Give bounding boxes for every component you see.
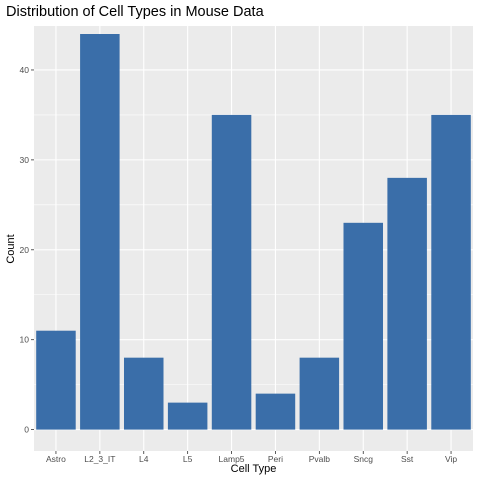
x-tick-label: Vip bbox=[445, 454, 457, 464]
y-tick-label: 40 bbox=[20, 65, 30, 75]
y-tick-label: 0 bbox=[24, 425, 29, 435]
bar-vip bbox=[431, 114, 471, 430]
bar-sst bbox=[387, 177, 427, 430]
bar-peri bbox=[255, 393, 296, 430]
x-tick-label: Sst bbox=[401, 454, 414, 464]
bar-lamp5 bbox=[211, 114, 252, 430]
bar-l4 bbox=[123, 357, 164, 430]
bar-astro bbox=[36, 330, 76, 430]
bar-sncg bbox=[343, 222, 384, 430]
x-tick-label: Lamp5 bbox=[219, 454, 245, 464]
y-tick-label: 30 bbox=[20, 155, 30, 165]
bar-l2-3-it bbox=[80, 34, 120, 430]
y-axis-title: Count bbox=[5, 234, 17, 263]
y-axis-ticks: 0 10 20 30 40 bbox=[20, 65, 34, 435]
x-tick-label: L5 bbox=[183, 454, 193, 464]
bar-l5 bbox=[167, 402, 208, 430]
x-tick-label: L2_3_IT bbox=[84, 454, 115, 464]
x-tick-label: L4 bbox=[139, 454, 149, 464]
x-axis-ticks: Astro L2_3_IT L4 L5 Lamp5 Peri Pvalb Sncg Sst Vip bbox=[46, 451, 457, 464]
chart-title: Distribution of Cell Types in Mouse Data bbox=[6, 4, 265, 20]
y-tick-label: 10 bbox=[20, 335, 30, 345]
x-tick-label: Pvalb bbox=[309, 454, 331, 464]
x-axis-title: Cell Type bbox=[231, 463, 277, 475]
x-tick-label: Astro bbox=[46, 454, 66, 464]
x-tick-label: Peri bbox=[268, 454, 283, 464]
bar-pvalb bbox=[299, 357, 340, 430]
x-tick-label: Sncg bbox=[354, 454, 374, 464]
bars bbox=[36, 34, 471, 430]
y-tick-label: 20 bbox=[20, 245, 30, 255]
